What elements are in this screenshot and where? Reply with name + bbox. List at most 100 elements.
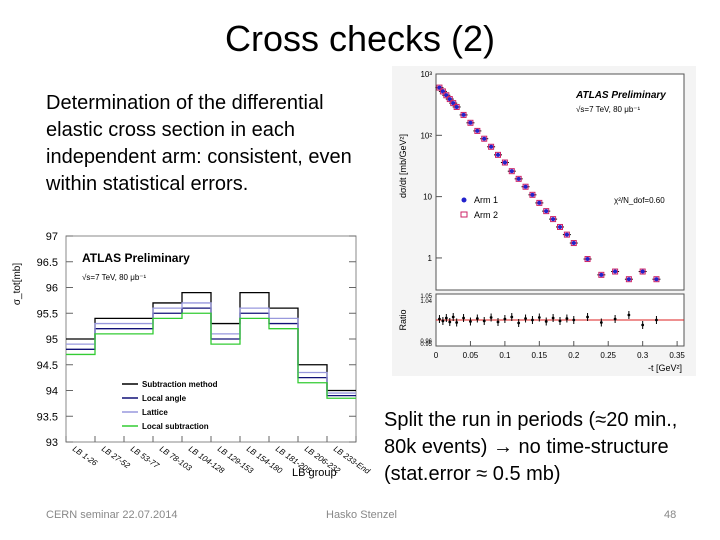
chart2-y-tick-label: 94 [46,386,58,398]
chart1-experiment-label: ATLAS Preliminary [575,90,666,101]
chart1-arm2-point [446,96,453,103]
legend-arm1-label: Arm 1 [474,195,498,205]
chart1-arm2-point [563,231,570,238]
total-cross-section-chart: σ_tot[mb] LB group ATLAS Preliminary √s=… [10,224,378,486]
chart1-x-tick-label: 0.15 [532,351,548,360]
chart1-y-tick-label: 10 [423,193,432,202]
chart1-arm1-point [544,209,549,214]
chart2-y-tick-label: 96.5 [37,257,58,269]
chart1-x-tick-label: 0.05 [463,351,479,360]
chart1-arm1-point [509,169,514,174]
chart1-arm2-point [584,256,591,263]
chart1-arm2-point [515,175,522,182]
chart1-arm2-point [570,240,577,247]
chart1-ratio-point [627,313,631,317]
chart1-arm1-point [571,241,576,246]
chart1-arm1-point [482,136,487,141]
legend-arm1-marker [461,197,467,203]
chart1-x-tick-label: 0.35 [669,351,685,360]
chart1-arm2-point [508,168,515,175]
chart1-y-tick-label: 10² [420,131,432,140]
chart1-ratio-point [441,319,445,323]
chart1-ratio-point [565,317,569,320]
chart1-ratio-point [496,320,500,324]
chart1-arm1-point [475,128,480,133]
chart2-y-tick-label: 93.5 [37,411,58,423]
chart2-y-tick-label: 94.5 [37,360,58,372]
chart1-ratio-tick-label: 1.05 [420,294,432,300]
chart1-ratio-point [444,316,448,320]
chart1-arm2-point [436,84,443,91]
chart2-legend-label: Local subtraction [142,422,209,431]
chart1-arm1-point [461,112,466,117]
chart1-arm2-point [501,159,508,166]
chart1-ratio-point [510,315,514,319]
chart1-arm1-point [654,277,659,282]
chart2-legend-label: Subtraction method [142,380,218,389]
chart1-arm1-point [530,192,535,197]
legend-arm2-marker [460,211,468,218]
slide-title: Cross checks (2) [224,18,496,59]
chart2-legend-label: Local angle [142,394,187,403]
chart1-ratio-tick-label: 0.95 [420,342,432,348]
chart1-ratio-point [475,317,479,320]
chart1-arm2-point [495,151,501,158]
chart1-arm1-point [626,277,631,282]
chart1-arm2-point [598,271,605,278]
chart1-arm1-point [613,269,618,274]
chart1-ratio-point [586,315,589,319]
chart1-ratio-point [551,316,555,320]
chart1-x-tick-label: 0 [434,351,439,360]
chart2-ticks: 97 96.5 96 95.5 95 94.5 94 93.5 93 [37,231,357,449]
left-paragraph: Determination of the differential elasti… [46,92,352,195]
legend-arm2-label: Arm 2 [474,210,498,220]
chart1-x-tick-label: 0.3 [637,351,649,360]
chart2-legend-label: Lattice [142,408,168,417]
chart1-arm2-point [529,191,536,198]
chart1-y-tick-label: 1 [428,254,433,263]
chart1-arm1-point [523,184,528,189]
chart1-arm2-point [639,268,646,275]
chart1-ratio-point [469,320,472,323]
chart2-series-line [66,312,356,399]
chart1-arm1-point [468,120,473,125]
chart2-y-tick-label: 96 [46,283,58,295]
chart1-arm1-point [447,97,452,102]
chart1-x-tick-label: 0.25 [600,351,616,360]
chart1-arm2-point [612,268,619,275]
chart1-arm2-point [488,143,495,150]
chart1-x-tick-label: 0.2 [568,351,580,360]
chart1-arm1-point [489,144,494,149]
page-number: 48 [664,509,677,521]
chart1-arm1-point [599,272,604,277]
chart1-arm2-point [543,208,550,215]
chart1-ratio-point [544,320,548,323]
chart1-arm2-point [439,88,446,95]
chart2-legend: Subtraction method Local angle Lattice Loca… [122,380,218,431]
chart1-ratio-point [537,316,541,319]
chart1-arm2-point [474,127,481,134]
chart1-ratio-point [448,320,452,324]
chart1-arm1-point [558,224,562,229]
chart1-ratio-point [531,318,534,322]
chart1-ratio-axis-label: Ratio [398,309,408,330]
chart1-x-tick-label: 0.1 [499,351,511,360]
differential-cross-section-chart: dσ/dt [mb/GeV²] Ratio -t [GeV²] ATLAS Pr… [392,66,696,376]
chart1-ratio-tick-label: 0.96 [420,339,432,345]
chart1-ratio-point [524,317,527,320]
chart1-ratio-point [641,323,645,327]
chart1-ratio-points [438,311,658,329]
chart2-y-tick-label: 95 [46,334,58,346]
chart1-ratio-point [489,316,493,319]
chart1-ratio-point [613,317,617,321]
chart2-y-tick-label: 97 [46,231,58,243]
chart1-arm1-point [516,176,521,181]
chart1-ratio-point [438,317,441,321]
chart1-ratio-point [599,321,603,324]
chart1-arm1-point [585,257,590,262]
right-paragraph-prefix: Split the run in periods (≈20 min., 80k … [384,409,678,458]
chart2-y-tick-label: 93 [46,437,58,449]
chart1-arm2-point [536,199,543,206]
chart1-arm1-point [564,232,569,237]
chart1-ticks: 0 0.05 0.1 0.15 0.2 0.25 0.3 0.35 10³ 10² 10 1 1.051… [420,70,685,360]
